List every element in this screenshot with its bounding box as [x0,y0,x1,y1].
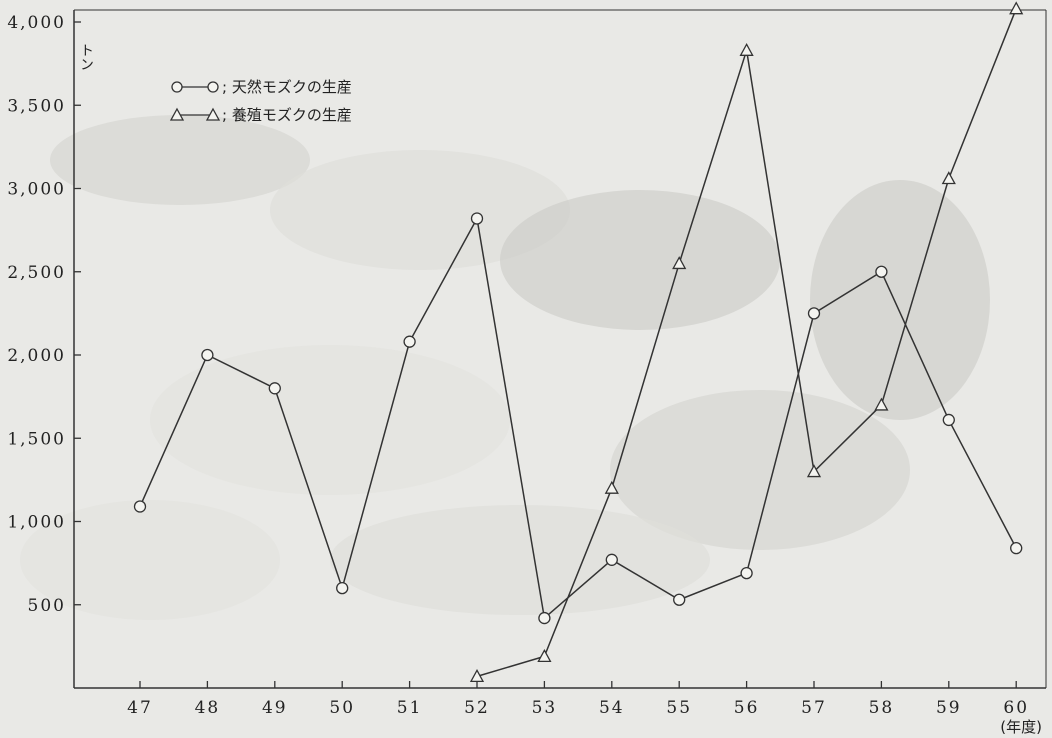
x-tick-label: 50 [329,698,355,718]
x-tick-label: 55 [666,698,692,718]
data-point-circle [403,335,416,348]
legend-item-cultured: ; 養殖モズクの生産 [169,106,352,124]
data-point-circle [875,265,888,278]
data-point-triangle [604,480,619,494]
y-tick-label: 1,000 [7,513,66,533]
legend-label-cultured: ; 養殖モズクの生産 [222,106,352,124]
series-line [139,216,1017,620]
data-point-circle [201,348,214,362]
data-point-circle [673,593,686,606]
x-tick-label: 53 [532,698,558,718]
x-tick-label: 57 [801,698,827,718]
data-point-circle [740,566,753,580]
x-tick-label: 52 [464,698,490,718]
x-tick-label: 51 [397,698,423,718]
y-tick-label: 2,000 [7,346,66,366]
x-tick-label: 54 [599,698,625,718]
legend-marker-triangle [169,107,185,121]
texture-patch [20,500,280,620]
data-point-triangle [806,464,822,478]
y-tick-label: 500 [28,596,66,616]
data-point-circle [942,413,955,427]
data-point-circle [336,581,349,595]
legend-label-natural: ; 天然モズクの生産 [222,78,352,96]
texture-patch [610,390,910,550]
x-tick-label: 49 [262,698,288,718]
texture-patch [150,345,510,495]
series-cultured [469,1,1024,682]
data-point-circle [268,382,281,395]
data-point-triangle [874,397,889,411]
photo-texture-background [20,115,990,620]
axes [73,9,1047,689]
y-ticks: 500 1,000 1,500 2,000 2,500 3,000 3,500 4,000 [7,13,81,616]
x-tick-label: 60 [1003,698,1029,718]
x-ticks: 47 48 49 50 51 52 53 54 55 56 57 58 59 60 [127,681,1029,718]
data-point-triangle [1009,1,1024,15]
texture-patch [50,115,310,205]
legend-marker-circle [207,81,219,93]
x-tick-label: 58 [869,698,895,718]
data-point-triangle [469,668,485,682]
data-point-triangle [537,649,552,663]
data-point-circle [538,611,551,625]
texture-patch [810,180,990,420]
data-point-circle [470,212,484,225]
series-group [133,1,1024,682]
series-natural [133,212,1023,625]
y-tick-label: 1,500 [7,429,66,449]
x-tick-label: 47 [127,698,153,718]
y-tick-label: 3,000 [7,180,66,200]
legend: ; 天然モズクの生産 ; 養殖モズクの生産 [169,78,352,124]
legend-item-natural: ; 天然モズクの生産 [171,78,352,96]
data-point-triangle [672,256,687,270]
texture-patch [270,150,570,270]
legend-marker-circle [171,81,183,93]
legend-marker-triangle [205,107,221,121]
x-tick-label: 56 [734,698,760,718]
data-point-circle [605,553,618,566]
data-point-triangle [739,42,754,56]
x-tick-label: 59 [936,698,962,718]
x-tick-label: 48 [195,698,221,718]
y-tick-label: 3,500 [7,96,66,116]
data-point-circle [1010,541,1023,555]
y-unit-label: トン [78,43,94,71]
y-tick-label: 4,000 [7,13,66,33]
data-point-circle [133,500,147,513]
data-point-triangle [941,171,956,185]
y-tick-label: 2,500 [7,263,66,283]
x-unit-label: (年度) [1000,718,1042,736]
texture-patch [500,190,780,330]
texture-patch [330,505,710,615]
data-point-circle [807,307,821,320]
